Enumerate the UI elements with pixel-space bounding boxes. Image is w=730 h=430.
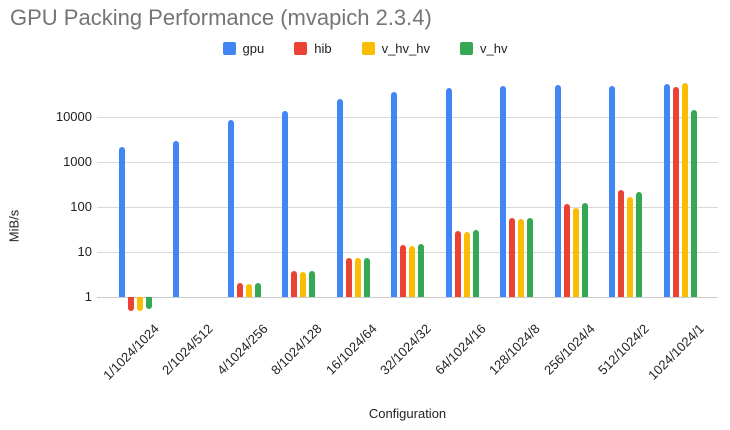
legend-label: gpu	[242, 41, 265, 56]
bar-v_hv_hv[interactable]	[354, 258, 361, 297]
x-tick-row: 64/1024/16	[0, 320, 489, 378]
bar-hib[interactable]	[563, 204, 570, 297]
bar-gpu[interactable]	[173, 141, 179, 297]
legend-swatch-icon	[460, 42, 473, 55]
bar-v_hv_hv[interactable]	[572, 207, 579, 297]
x-tick-label: 64/1024/16	[431, 321, 489, 378]
bar-gpu[interactable]	[391, 91, 397, 297]
legend-item-hib[interactable]: hib	[294, 41, 332, 56]
bar-gpu[interactable]	[282, 111, 288, 297]
x-tick-label: 16/1024/64	[322, 321, 380, 378]
gridline	[97, 207, 718, 208]
bar-v_hv[interactable]	[363, 257, 370, 297]
bar-v_hv[interactable]	[418, 244, 424, 297]
y-tick-label: 10000	[55, 109, 92, 124]
bar-hib[interactable]	[236, 283, 243, 297]
legend-swatch-icon	[294, 42, 308, 55]
x-tick-row: 8/1024/128	[0, 320, 325, 378]
x-tick-row: 512/1024/2	[0, 320, 652, 378]
bar-gpu[interactable]	[227, 119, 234, 297]
bar-gpu[interactable]	[609, 85, 615, 297]
x-tick-label: 128/1024/8	[486, 321, 544, 378]
legend-label: v_hv	[480, 41, 508, 56]
x-tick-label: 4/1024/256	[213, 321, 271, 378]
legend-item-v_hv_hv[interactable]: v_hv_hv	[361, 41, 430, 56]
x-tick-row: 16/1024/64	[0, 320, 380, 378]
bar-v_hv_hv[interactable]	[681, 83, 688, 297]
bar-v_hv[interactable]	[527, 217, 533, 297]
bar-v_hv_hv[interactable]	[627, 197, 633, 297]
y-tick-label: 1000	[63, 154, 92, 169]
x-tick-label: 1/1024/1024	[99, 321, 162, 383]
bar-hib[interactable]	[509, 217, 515, 297]
bar-v_hv_hv[interactable]	[136, 297, 143, 311]
x-tick-label: 2/1024/512	[159, 321, 217, 378]
bar-v_hv[interactable]	[636, 191, 642, 297]
legend-label: v_hv_hv	[381, 41, 430, 56]
x-tick-label: 512/1024/2	[595, 321, 653, 378]
bar-v_hv[interactable]	[581, 203, 588, 297]
bar-gpu[interactable]	[554, 85, 561, 297]
bar-gpu[interactable]	[336, 99, 343, 297]
bar-gpu[interactable]	[663, 83, 670, 297]
x-tick-row: 32/1024/32	[0, 320, 434, 378]
bar-v_hv_hv[interactable]	[300, 271, 306, 297]
bar-v_hv[interactable]	[690, 110, 697, 297]
bar-v_hv_hv[interactable]	[245, 284, 252, 297]
chart-title: GPU Packing Performance (mvapich 2.3.4)	[10, 5, 432, 30]
x-tick-row: 4/1024/256	[0, 320, 271, 378]
x-tick-label: 32/1024/32	[377, 321, 435, 378]
bar-gpu[interactable]	[500, 86, 506, 297]
bar-hib[interactable]	[127, 297, 134, 311]
x-tick-row: 256/1024/4	[0, 320, 598, 378]
bar-v_hv[interactable]	[254, 283, 261, 297]
x-tick-label: 8/1024/128	[268, 321, 326, 378]
bar-gpu[interactable]	[445, 87, 452, 297]
x-tick-row: 1024/1024/1	[0, 320, 707, 383]
bar-v_hv_hv[interactable]	[518, 218, 524, 297]
gridline	[97, 162, 718, 163]
bar-v_hv_hv[interactable]	[409, 246, 415, 297]
y-tick-label: 100	[70, 199, 92, 214]
bar-hib[interactable]	[618, 189, 624, 297]
x-tick-row: 128/1024/8	[0, 320, 543, 378]
y-tick-label: 10	[77, 244, 92, 259]
gridline	[97, 252, 718, 253]
legend-label: hib	[314, 41, 332, 56]
x-axis-title: Configuration	[368, 406, 447, 421]
x-tick-label: 1024/1024/1	[644, 321, 707, 383]
bar-hib[interactable]	[291, 271, 297, 297]
legend-swatch-icon	[361, 42, 375, 55]
bar-hib[interactable]	[400, 245, 406, 297]
bar-hib[interactable]	[454, 231, 461, 297]
x-tick-label: 256/1024/4	[540, 321, 598, 378]
legend-swatch-icon	[222, 42, 236, 55]
bar-v_hv[interactable]	[145, 297, 152, 309]
legend-item-gpu[interactable]: gpu	[222, 41, 265, 56]
gridline	[97, 117, 718, 118]
x-tick-row: 2/1024/512	[0, 320, 216, 378]
gridline	[97, 297, 718, 298]
bar-v_hv_hv[interactable]	[463, 231, 470, 297]
bar-v_hv[interactable]	[472, 229, 479, 297]
bar-gpu[interactable]	[118, 146, 125, 297]
chart-legend: gpu hib v_hv_hv v_hv	[0, 41, 730, 56]
bar-hib[interactable]	[345, 258, 352, 297]
bar-hib[interactable]	[672, 87, 679, 297]
y-tick-label: 1	[84, 289, 92, 304]
bar-v_hv[interactable]	[309, 271, 315, 297]
legend-item-v_hv[interactable]: v_hv	[460, 41, 507, 56]
x-tick-row: 1/1024/1024	[0, 320, 162, 383]
